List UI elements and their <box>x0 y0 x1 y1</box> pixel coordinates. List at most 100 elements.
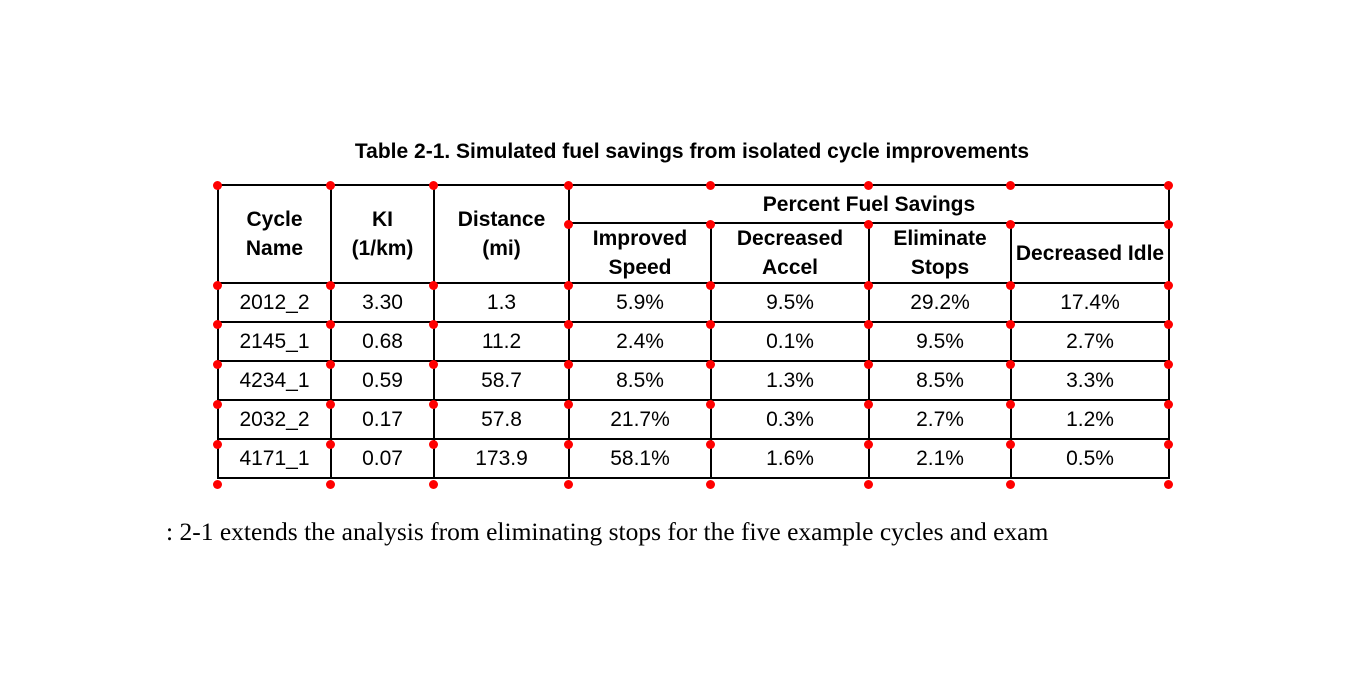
grid-marker <box>326 360 335 369</box>
grid-marker <box>1164 360 1173 369</box>
table-cell: 0.5% <box>1010 438 1170 479</box>
table-cell: 1.2% <box>1010 399 1170 440</box>
grid-marker <box>864 281 873 290</box>
grid-marker <box>564 480 573 489</box>
grid-marker <box>213 320 222 329</box>
table-cell: 2.7% <box>868 399 1012 440</box>
header-eliminate-stops: Eliminate Stops <box>868 222 1012 284</box>
grid-marker <box>326 181 335 190</box>
header-percent-fuel-savings: Percent Fuel Savings <box>568 184 1170 224</box>
grid-marker <box>429 400 438 409</box>
grid-marker <box>429 440 438 449</box>
table-cell: 8.5% <box>868 360 1012 401</box>
table-cell: 21.7% <box>568 399 712 440</box>
table-cell: 1.6% <box>710 438 870 479</box>
grid-marker <box>864 400 873 409</box>
header-decreased-idle: Decreased Idle <box>1010 222 1170 284</box>
grid-marker <box>706 360 715 369</box>
table-cell: 58.1% <box>568 438 712 479</box>
table-caption: Table 2-1. Simulated fuel savings from i… <box>354 140 1030 163</box>
table-cell: 4234_1 <box>217 360 332 401</box>
table-cell: 5.9% <box>568 282 712 323</box>
grid-marker <box>213 400 222 409</box>
grid-marker <box>564 220 573 229</box>
grid-marker <box>1164 440 1173 449</box>
table-cell: 3.30 <box>330 282 435 323</box>
header-cycle-name: Cycle Name <box>217 184 332 284</box>
grid-marker <box>213 181 222 190</box>
grid-marker <box>429 181 438 190</box>
grid-marker <box>564 440 573 449</box>
table-row: 4171_1 0.07 173.9 58.1% 1.6% 2.1% 0.5% <box>217 438 1170 479</box>
grid-marker <box>1006 360 1015 369</box>
grid-marker <box>1006 281 1015 290</box>
grid-marker <box>326 440 335 449</box>
header-decreased-accel: Decreased Accel <box>710 222 870 284</box>
grid-marker <box>326 480 335 489</box>
grid-marker <box>1006 181 1015 190</box>
table-cell: 2.4% <box>568 321 712 362</box>
table-row: 2012_2 3.30 1.3 5.9% 9.5% 29.2% 17.4% <box>217 282 1170 323</box>
table-cell: 0.07 <box>330 438 435 479</box>
header-distance: Distance (mi) <box>433 184 570 284</box>
grid-marker <box>706 440 715 449</box>
grid-marker <box>1006 440 1015 449</box>
grid-marker <box>213 281 222 290</box>
table-cell: 11.2 <box>433 321 570 362</box>
grid-marker <box>864 181 873 190</box>
table-cell: 29.2% <box>868 282 1012 323</box>
grid-marker <box>326 281 335 290</box>
grid-marker <box>564 181 573 190</box>
grid-marker <box>564 281 573 290</box>
table-cell: 57.8 <box>433 399 570 440</box>
grid-marker <box>864 220 873 229</box>
table-cell: 4171_1 <box>217 438 332 479</box>
body-paragraph: : 2-1 extends the analysis from eliminat… <box>166 517 1049 546</box>
grid-marker <box>1006 480 1015 489</box>
grid-marker <box>1164 220 1173 229</box>
table-cell: 2.1% <box>868 438 1012 479</box>
grid-marker <box>1006 220 1015 229</box>
grid-marker <box>864 480 873 489</box>
table-cell: 9.5% <box>868 321 1012 362</box>
grid-marker <box>1164 181 1173 190</box>
grid-marker <box>429 360 438 369</box>
table-row: 4234_1 0.59 58.7 8.5% 1.3% 8.5% 3.3% <box>217 360 1170 401</box>
grid-marker <box>706 400 715 409</box>
table-cell: 0.1% <box>710 321 870 362</box>
table-cell: 0.17 <box>330 399 435 440</box>
table-cell: 1.3% <box>710 360 870 401</box>
grid-marker <box>429 281 438 290</box>
table-cell: 8.5% <box>568 360 712 401</box>
grid-marker <box>1006 320 1015 329</box>
grid-marker <box>213 360 222 369</box>
grid-marker <box>1006 400 1015 409</box>
table-cell: 0.68 <box>330 321 435 362</box>
table-cell: 3.3% <box>1010 360 1170 401</box>
grid-marker <box>564 320 573 329</box>
grid-marker <box>326 320 335 329</box>
table-cell: 173.9 <box>433 438 570 479</box>
table-cell: 17.4% <box>1010 282 1170 323</box>
grid-marker <box>1164 400 1173 409</box>
grid-marker <box>864 360 873 369</box>
table-cell: 1.3 <box>433 282 570 323</box>
table-cell: 0.3% <box>710 399 870 440</box>
grid-marker <box>706 281 715 290</box>
header-ki: KI (1/km) <box>330 184 435 284</box>
grid-marker <box>429 320 438 329</box>
grid-marker <box>706 480 715 489</box>
grid-marker <box>706 220 715 229</box>
grid-marker <box>1164 281 1173 290</box>
grid-marker <box>564 360 573 369</box>
table-cell: 2012_2 <box>217 282 332 323</box>
fuel-savings-table: Cycle Name KI (1/km) Distance (mi) Perce… <box>217 184 1170 479</box>
header-improved-speed: Improved Speed <box>568 222 712 284</box>
grid-marker <box>1164 320 1173 329</box>
table-cell: 2032_2 <box>217 399 332 440</box>
grid-marker <box>326 400 335 409</box>
grid-marker <box>1164 480 1173 489</box>
grid-marker <box>706 320 715 329</box>
grid-marker <box>213 440 222 449</box>
table-row: 2032_2 0.17 57.8 21.7% 0.3% 2.7% 1.2% <box>217 399 1170 440</box>
